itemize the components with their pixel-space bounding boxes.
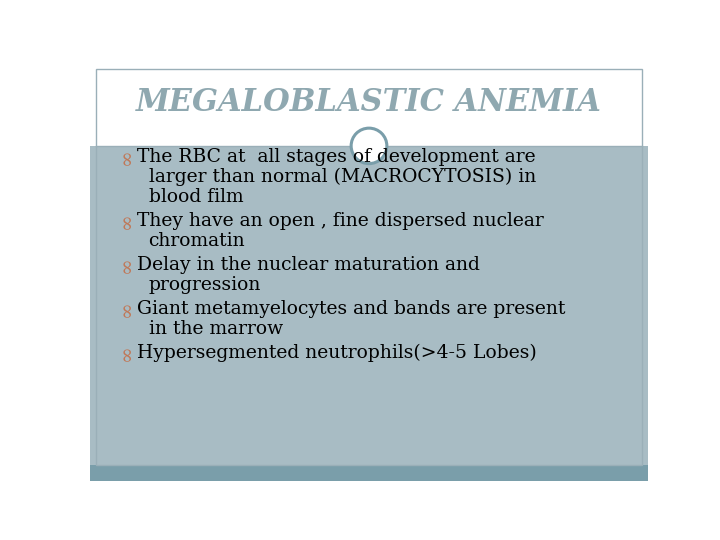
Text: ∞: ∞ [117,344,136,361]
Text: Hypersegmented neutrophils(>4-5 Lobes): Hypersegmented neutrophils(>4-5 Lobes) [138,344,537,362]
Text: larger than normal (MACROCYTOSIS) in: larger than normal (MACROCYTOSIS) in [148,168,536,186]
Text: The RBC at  all stages of development are: The RBC at all stages of development are [138,148,536,166]
Text: Delay in the nuclear maturation and: Delay in the nuclear maturation and [138,256,480,274]
Ellipse shape [351,128,387,164]
Text: Giant metamyelocytes and bands are present: Giant metamyelocytes and bands are prese… [138,300,566,318]
Bar [90,146,648,465]
Text: chromatin: chromatin [148,232,246,250]
Text: MEGALOBLASTIC ANEMIA: MEGALOBLASTIC ANEMIA [136,87,602,118]
Bar [90,465,648,481]
Text: progression: progression [148,276,261,294]
Text: blood film: blood film [148,188,243,206]
Text: ∞: ∞ [117,256,136,273]
Text: ∞: ∞ [117,148,136,165]
Text: ∞: ∞ [117,212,136,229]
Text: in the marrow: in the marrow [148,320,283,338]
Bar [90,65,648,146]
Text: ∞: ∞ [117,300,136,317]
Text: They have an open , fine dispersed nuclear: They have an open , fine dispersed nucle… [138,212,544,230]
